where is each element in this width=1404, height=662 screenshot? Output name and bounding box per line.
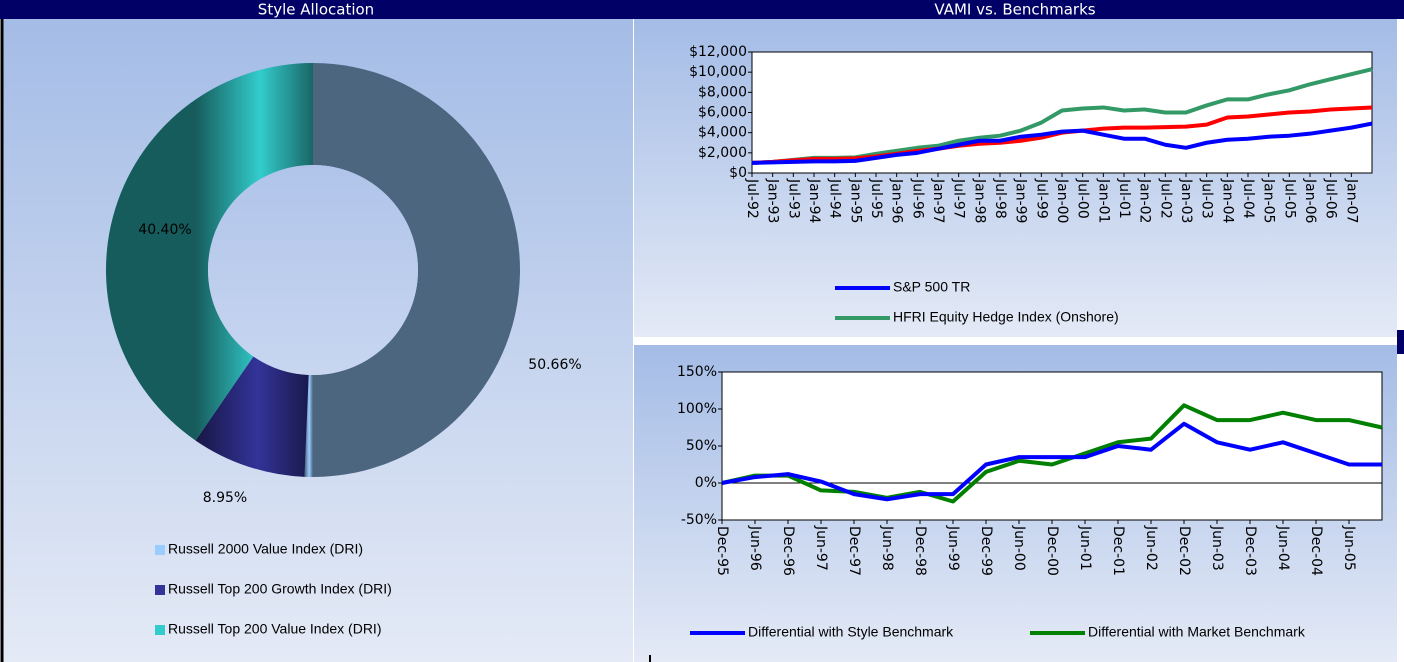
x-tick-label: Jan-99 — [1013, 178, 1029, 223]
legend-swatch — [155, 585, 165, 595]
x-tick-label: Jul-99 — [1033, 178, 1049, 219]
x-tick-label: Jan-04 — [1219, 178, 1235, 224]
legend-label: S&P 500 TR — [893, 279, 970, 295]
x-tick-label: Jul-94 — [827, 178, 843, 219]
edge-marker — [1397, 330, 1404, 354]
y-tick-label: 150% — [677, 364, 717, 380]
x-tick-label: Jun-97 — [813, 525, 829, 571]
x-tick-label: Dec-98 — [912, 526, 928, 576]
x-tick-label: Jan-95 — [847, 178, 863, 223]
x-tick-label: Jul-92 — [744, 178, 760, 219]
legend-swatch — [155, 625, 165, 635]
slice-shade — [195, 356, 309, 477]
x-tick-label: Jan-06 — [1302, 178, 1318, 224]
y-tick-label: $12,000 — [689, 44, 747, 60]
x-tick-label: Jun-03 — [1209, 525, 1225, 571]
slice-shade — [106, 63, 313, 441]
x-tick-label: Jul-95 — [868, 178, 884, 219]
x-tick-label: Jun-05 — [1341, 525, 1357, 571]
x-tick-label: Jan-94 — [806, 178, 822, 224]
x-tick-label: Jul-06 — [1323, 178, 1339, 219]
x-tick-label: Jul-01 — [1116, 178, 1132, 219]
x-tick-label: Jan-00 — [1054, 178, 1070, 223]
y-tick-label: $10,000 — [689, 64, 747, 80]
x-tick-label: Jul-97 — [951, 178, 967, 219]
panel-title: Style Allocation — [258, 1, 374, 19]
x-tick-label: Dec-99 — [978, 526, 994, 576]
series-line — [751, 121, 1373, 165]
plot-area — [721, 371, 1383, 521]
x-tick-label: Jun-00 — [1011, 525, 1027, 571]
x-tick-label: Jul-96 — [909, 178, 925, 219]
slice-shade — [304, 63, 520, 477]
y-tick-label: 100% — [677, 401, 717, 417]
header-bar — [0, 0, 1404, 19]
y-tick-label: $8,000 — [698, 84, 747, 100]
x-tick-label: Dec-96 — [780, 526, 796, 576]
legend-label: Differential with Style Benchmark — [748, 624, 954, 640]
x-tick-label: Dec-04 — [1308, 526, 1324, 576]
x-tick-label: Jun-02 — [1143, 525, 1159, 571]
y-tick-label: 0% — [695, 475, 717, 491]
y-tick-label: $6,000 — [698, 105, 747, 121]
x-tick-label: Dec-00 — [1044, 526, 1060, 576]
legend-label: HFRI Equity Hedge Index (Onshore) — [893, 309, 1119, 325]
y-tick-label: $4,000 — [698, 125, 747, 141]
data-label: 50.66% — [528, 357, 581, 373]
y-tick-label: $0 — [729, 165, 747, 181]
x-tick-label: Jul-93 — [785, 178, 801, 219]
x-tick-label: Jun-98 — [879, 525, 895, 571]
y-tick-label: $2,000 — [698, 145, 747, 161]
x-tick-label: Jan-96 — [889, 178, 905, 224]
panel-title: VAMI vs. Benchmarks — [934, 1, 1095, 19]
x-tick-label: Jan-01 — [1095, 178, 1111, 223]
x-tick-label: Jul-04 — [1240, 178, 1256, 219]
x-tick-label: Jun-99 — [945, 525, 961, 571]
x-tick-label: Jun-96 — [747, 525, 763, 571]
x-tick-label: Jul-02 — [1157, 178, 1173, 219]
x-tick-label: Jan-03 — [1178, 178, 1194, 223]
y-tick-label: -50% — [681, 512, 717, 528]
x-tick-label: Jul-98 — [992, 178, 1008, 219]
x-tick-label: Jun-04 — [1275, 525, 1291, 571]
x-tick-label: Jul-00 — [1075, 178, 1091, 219]
legend-swatch — [155, 545, 165, 555]
x-tick-label: Jan-02 — [1137, 178, 1153, 223]
legend-label: Russell Top 200 Value Index (DRI) — [168, 621, 381, 637]
legend-label: Russell 2000 Value Index (DRI) — [168, 541, 363, 557]
series-line — [721, 403, 1383, 504]
x-tick-label: Dec-03 — [1242, 526, 1258, 576]
x-tick-label: Dec-01 — [1110, 526, 1126, 576]
x-tick-label: Jul-05 — [1281, 178, 1297, 219]
x-tick-label: Jan-07 — [1343, 178, 1359, 223]
donut-hole — [208, 165, 418, 375]
x-tick-label: Dec-97 — [846, 526, 862, 576]
y-tick-label: 50% — [686, 438, 717, 454]
x-tick-label: Jan-97 — [930, 178, 946, 223]
x-tick-label: Jul-03 — [1199, 178, 1215, 219]
series-line — [721, 421, 1382, 502]
x-tick-label: Jan-98 — [971, 178, 987, 223]
data-label: 8.95% — [203, 490, 247, 506]
x-tick-label: Jun-01 — [1077, 525, 1093, 571]
x-tick-label: Dec-02 — [1176, 526, 1192, 576]
x-tick-label: Jan-93 — [765, 178, 781, 223]
legend-label: Differential with Market Benchmark — [1088, 624, 1306, 640]
x-tick-label: Dec-95 — [714, 526, 730, 576]
legend-label: Russell Top 200 Growth Index (DRI) — [168, 581, 392, 597]
data-label: 40.40% — [138, 222, 191, 238]
x-tick-label: Jan-05 — [1261, 178, 1277, 223]
